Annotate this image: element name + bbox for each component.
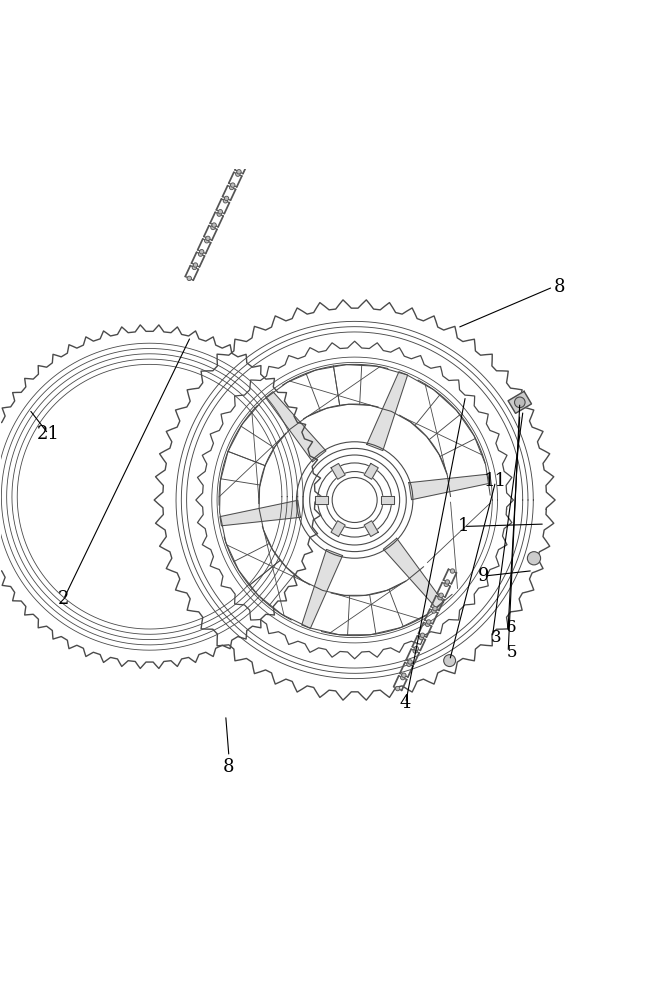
Text: 1: 1 [458, 517, 469, 535]
Text: 11: 11 [484, 472, 507, 490]
Polygon shape [364, 463, 378, 479]
Circle shape [438, 595, 442, 600]
Circle shape [426, 620, 431, 624]
Circle shape [198, 252, 203, 256]
Circle shape [439, 593, 444, 597]
Polygon shape [266, 392, 326, 462]
Text: 9: 9 [478, 567, 489, 585]
Circle shape [200, 250, 204, 254]
Circle shape [420, 633, 425, 637]
Polygon shape [331, 463, 345, 479]
Text: 5: 5 [507, 644, 516, 661]
Circle shape [205, 239, 209, 243]
Text: 2: 2 [58, 590, 69, 608]
Circle shape [224, 196, 229, 201]
Polygon shape [302, 549, 343, 628]
Circle shape [432, 609, 436, 613]
Polygon shape [409, 474, 489, 500]
Circle shape [413, 649, 418, 653]
Circle shape [419, 635, 424, 640]
Polygon shape [383, 538, 444, 608]
Circle shape [211, 225, 215, 230]
Text: 21: 21 [37, 425, 60, 443]
Circle shape [445, 580, 450, 584]
Circle shape [408, 660, 412, 664]
Circle shape [514, 397, 525, 408]
Circle shape [242, 159, 246, 163]
Circle shape [400, 675, 405, 680]
Circle shape [193, 263, 198, 267]
Text: 3: 3 [490, 629, 501, 646]
Circle shape [192, 265, 196, 270]
Polygon shape [381, 496, 394, 504]
Circle shape [231, 183, 235, 187]
Polygon shape [364, 521, 378, 537]
Polygon shape [367, 372, 408, 451]
Circle shape [414, 646, 418, 651]
Polygon shape [315, 496, 328, 504]
Text: 4: 4 [400, 694, 411, 712]
Circle shape [444, 582, 448, 587]
Circle shape [433, 606, 437, 611]
Circle shape [407, 662, 411, 667]
Circle shape [527, 552, 540, 565]
Polygon shape [220, 500, 300, 526]
Circle shape [217, 212, 221, 216]
Circle shape [223, 199, 227, 203]
Text: 8: 8 [223, 758, 235, 776]
Circle shape [426, 622, 430, 627]
Text: 8: 8 [554, 278, 566, 296]
Circle shape [218, 210, 223, 214]
Circle shape [229, 185, 234, 190]
Circle shape [235, 172, 240, 176]
Circle shape [395, 686, 400, 691]
Circle shape [450, 569, 455, 573]
Circle shape [444, 655, 455, 667]
Circle shape [187, 276, 192, 281]
Text: 6: 6 [507, 619, 516, 636]
Polygon shape [331, 521, 345, 537]
Circle shape [402, 673, 406, 677]
Circle shape [237, 170, 241, 174]
Polygon shape [508, 391, 532, 413]
Circle shape [206, 236, 210, 241]
Circle shape [212, 223, 216, 227]
